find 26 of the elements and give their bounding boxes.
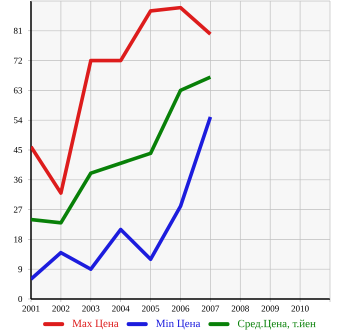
legend-label: Сред.Цена, т.йен — [238, 320, 316, 330]
x-tick-label: 2010 — [291, 306, 309, 312]
y-tick-label: 18 — [14, 236, 22, 242]
y-tick-label: 81 — [14, 28, 22, 34]
x-tick-label: 2008 — [232, 306, 249, 312]
y-tick-label: 54 — [14, 117, 22, 124]
x-tick-label: 2005 — [142, 306, 160, 312]
x-tick-label: 2002 — [52, 306, 70, 312]
line-series — [31, 75, 212, 225]
line-series — [31, 115, 212, 281]
x-tick-label: 2009 — [262, 306, 279, 312]
x-tick-label: 2001 — [22, 306, 40, 312]
y-tick-label: 63 — [14, 87, 22, 94]
line-series — [31, 6, 212, 195]
x-tick-label: 2006 — [172, 306, 190, 312]
x-tick-label: 2003 — [82, 306, 100, 312]
legend-label: Min Цена — [156, 320, 200, 330]
y-tick-label: 36 — [14, 176, 22, 183]
y-tick-label: 9 — [18, 266, 22, 272]
x-tick-label: 2007 — [202, 306, 220, 312]
legend-label: Max Цена — [72, 320, 119, 330]
y-tick-label: 72 — [14, 58, 22, 64]
y-tick-label: 27 — [14, 206, 22, 213]
y-tick-label: 45 — [14, 146, 22, 154]
x-tick-label: 2004 — [112, 306, 130, 312]
y-tick-label: 0 — [18, 296, 22, 302]
